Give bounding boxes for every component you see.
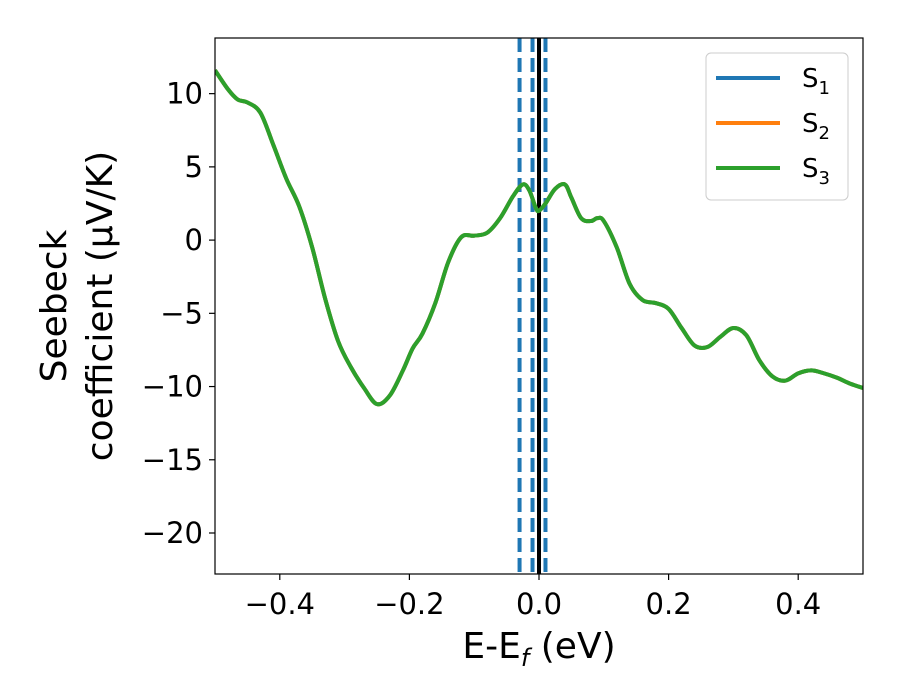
x-tick-label: −0.2 xyxy=(374,587,444,621)
y-axis-label: Seebeck coefficient (μV/K) xyxy=(34,151,121,461)
legend-items: S1 S2 S3 xyxy=(716,64,830,189)
series-line-s3 xyxy=(215,69,863,407)
y-tick-label: 0 xyxy=(185,223,203,257)
legend-label-s3: S3 xyxy=(802,154,830,189)
y-tick-label: 5 xyxy=(185,150,203,184)
y-tick-label: −5 xyxy=(160,296,203,330)
x-tick-label: −0.4 xyxy=(245,587,315,621)
series-lines xyxy=(215,69,863,407)
y-tick-label: −15 xyxy=(142,443,203,477)
vertical-reference-lines xyxy=(517,38,548,574)
legend-label-s2: S2 xyxy=(802,109,830,144)
y-tick-label: 10 xyxy=(166,77,203,111)
legend: S1 S2 S3 xyxy=(705,52,849,201)
x-axis-label: E-Ef (eV) xyxy=(462,626,615,672)
y-axis-ticks: 10 5 0 −5 −10 −15 −20 xyxy=(142,77,215,550)
x-tick-label: 0.2 xyxy=(646,587,692,621)
y-axis-label-line1: Seebeck xyxy=(34,229,75,382)
legend-box xyxy=(705,52,849,201)
x-tick-label: 0.4 xyxy=(775,587,821,621)
y-tick-label: −10 xyxy=(142,370,203,404)
y-tick-label: −20 xyxy=(142,516,203,550)
x-tick-label: 0.0 xyxy=(516,587,562,621)
legend-label-s1: S1 xyxy=(802,64,830,99)
x-axis-ticks: −0.4 −0.2 0.0 0.2 0.4 xyxy=(245,574,821,621)
y-axis-label-line2: coefficient (μV/K) xyxy=(80,151,121,461)
